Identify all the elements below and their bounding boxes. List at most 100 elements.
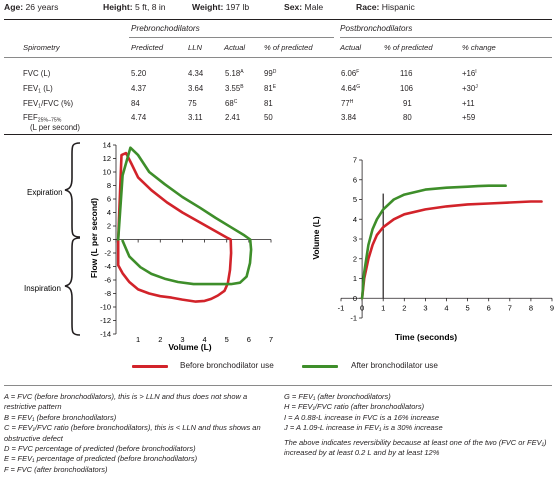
x-tick-label: 2 [158, 335, 162, 344]
footnote-a: A = FVC (before bronchodilators), this i… [4, 392, 248, 412]
patient-info-bar: Age: 26 years [4, 2, 58, 12]
table-cell: 4.74 [131, 113, 147, 122]
table-cell: 77H [341, 99, 353, 108]
table-cell: 3.11 [188, 113, 203, 122]
series-line-before [360, 200, 543, 300]
cell-value: 77 [341, 99, 350, 108]
y-tick-label: 6 [107, 195, 111, 204]
footnote-j: J = A 1.09-L increase in FEV₁ is a 30% i… [284, 423, 443, 433]
table-cell: 5.18A [225, 69, 244, 78]
footnote-f: F = FVC (after bronchodilators) [4, 464, 108, 474]
x-tick-label: 7 [269, 335, 273, 344]
x-tick-label: 3 [180, 335, 184, 344]
cell-note: C [233, 99, 238, 105]
group-pre-header: Prebronchodilators [131, 24, 200, 33]
cell-value: 4.64 [341, 84, 357, 93]
footnote-h: H = FEV₁/FVC ratio (after bronchodilator… [284, 402, 425, 412]
cell-value: 6.06 [341, 69, 357, 78]
table-row-fef-unit: (L per second) [30, 123, 80, 132]
table-cell: 3.55B [225, 84, 244, 93]
cell-note: I [475, 69, 477, 75]
y-tick-label: 14 [103, 141, 111, 150]
series-line-after [116, 146, 253, 286]
y-tick-label: 4 [353, 215, 357, 224]
row-name-sub: 1 [38, 88, 42, 95]
x-tick-label: 4 [202, 335, 206, 344]
legend-before-swatch [132, 365, 168, 368]
x-tick-label: 1 [381, 303, 385, 312]
y-tick-label: 0 [353, 294, 357, 303]
footnote-c: C = FEV₁/FVC ratio (before bronchodilato… [4, 423, 261, 443]
table-cell: 84 [131, 99, 140, 108]
x-tick-label: 9 [550, 303, 554, 312]
table-cell: 75 [188, 99, 197, 108]
cell-note: F [356, 69, 360, 75]
x-tick-label: 6 [487, 303, 491, 312]
row-name: FEV [23, 99, 39, 108]
y-tick-label: 3 [353, 235, 357, 244]
footnote-e: E = FEV₁ percentage of predicted (before… [4, 454, 198, 464]
height-label: Height: [103, 2, 133, 12]
row-name-tail: (L) [41, 84, 53, 93]
x-tick-label: 4 [444, 303, 448, 312]
race-info: Race: Hispanic [356, 2, 415, 12]
inspiration-bracket [64, 237, 81, 336]
series-line-after [360, 184, 507, 300]
flow-volume-x-ticks: 1 2 3 4 5 6 7 [115, 239, 273, 344]
weight-label: Weight: [192, 2, 224, 12]
y-tick-label: 0 [107, 235, 111, 244]
legend-before-label: Before bronchodilator use [180, 361, 274, 370]
y-tick-label: 7 [353, 156, 357, 165]
header-rule [4, 19, 552, 20]
footnote-b: B = FEV₁ (before bronchodilators) [4, 412, 117, 422]
legend-after-label: After bronchodilator use [351, 361, 438, 370]
group-pre-rule [129, 37, 334, 38]
y-tick-label: 4 [107, 208, 111, 217]
expiration-bracket [64, 142, 81, 238]
table-cell: 6.06F [341, 69, 359, 78]
y-tick-label: 8 [107, 181, 111, 190]
race-value: Hispanic [381, 2, 415, 12]
table-cell: +11 [462, 99, 475, 108]
table-row-ratio-name: FEV1/FVC (%) [23, 99, 73, 110]
table-row-fef-name: FEF25%–75% [23, 113, 61, 124]
table-bottom-rule [4, 134, 552, 135]
volume-time-series [360, 184, 543, 300]
table-cell: 4.34 [188, 69, 204, 78]
table-cell: 81 [264, 99, 273, 108]
table-cell: +30J [462, 84, 478, 93]
x-tick-label: 2 [402, 303, 406, 312]
group-post-rule [340, 37, 552, 38]
x-tick-label: 3 [423, 303, 427, 312]
y-tick-label: -8 [104, 289, 111, 298]
footnote-rule [4, 385, 552, 386]
table-cell: 81E [264, 84, 276, 93]
y-tick-label: 2 [353, 254, 357, 263]
cell-note: B [240, 84, 244, 90]
cell-note: H [349, 99, 354, 105]
cell-value: +16 [462, 69, 476, 78]
flow-volume-y-ticks: -14 -12 -10 -8 -6 -4 -2 0 2 4 6 8 10 12 14 [100, 141, 116, 339]
cell-value: 68 [225, 99, 234, 108]
table-row-fvc-name: FVC (L) [23, 69, 51, 78]
height-value: 5 ft, 8 in [135, 2, 166, 12]
spirometry-charts: Expiration Inspiration -14-12-10-8-6-4-2… [24, 141, 554, 353]
volume-time-y-label: Volume (L) [311, 216, 321, 259]
x-tick-label: 0 [360, 303, 364, 312]
col-post-pct: % of predicted [384, 43, 433, 52]
group-post-header: Postbronchodilators [340, 24, 413, 33]
volume-time-x-label: Time (seconds) [395, 332, 457, 342]
expiration-label: Expiration [27, 188, 63, 197]
table-cell: 91 [403, 99, 412, 108]
volume-time-x-ticks: -1 0 1 2 3 4 5 6 7 8 9 [338, 298, 554, 312]
cell-note: G [356, 84, 361, 90]
age-label: Age: [4, 2, 24, 12]
table-cell: 80 [403, 113, 412, 122]
inspiration-label: Inspiration [24, 284, 61, 293]
table-cell: 4.64G [341, 84, 360, 93]
weight-info: Weight: 197 lb [192, 2, 249, 12]
table-cell: 4.37 [131, 84, 147, 93]
volume-time-axes [341, 160, 552, 318]
